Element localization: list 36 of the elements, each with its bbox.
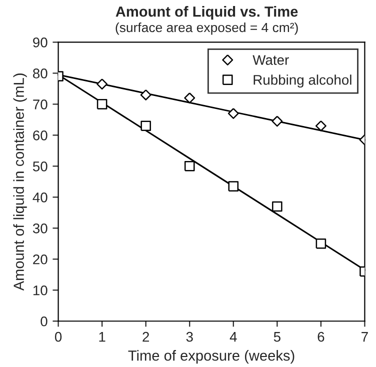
x-tick-label: 5 <box>274 332 280 342</box>
y-tick-label: 90 <box>33 38 48 48</box>
point <box>272 201 282 212</box>
y-tick-label: 50 <box>32 162 48 172</box>
y-axis-title: Amount of liquid in container (mL) <box>13 74 27 291</box>
point <box>228 181 239 192</box>
x-tick-label: 4 <box>230 332 237 342</box>
y-tick-label: 80 <box>33 68 48 78</box>
legend-label: Water <box>252 55 289 65</box>
y-tick-label: 70 <box>33 100 48 110</box>
point <box>272 116 283 127</box>
point <box>140 120 151 132</box>
y-tick-label: 10 <box>33 285 48 296</box>
point <box>228 108 239 119</box>
y-tick-label: 30 <box>32 223 48 234</box>
x-axis-title: Time of exposure (weeks) <box>128 350 294 364</box>
point <box>316 238 326 249</box>
point <box>315 120 326 132</box>
point <box>96 99 108 110</box>
legend-label: Rubbing alcohol <box>254 74 352 88</box>
x-tick-label: 6 <box>318 332 324 342</box>
x-tick-label: 7 <box>362 332 368 342</box>
point <box>184 161 195 172</box>
y-tick-label: 0 <box>40 316 48 326</box>
x-tick-label: 3 <box>186 332 193 342</box>
y-tick-label: 60 <box>33 130 48 140</box>
x-tick-label: 2 <box>142 332 149 342</box>
x-tick-label: 0 <box>54 332 62 342</box>
point <box>140 89 152 100</box>
point <box>96 78 108 90</box>
x-tick-label: 1 <box>99 332 106 342</box>
y-tick-label: 20 <box>33 254 48 264</box>
chart-subtitle: (surface area exposed = 4 cm²) <box>116 22 298 35</box>
chart-title: Amount of Liquid vs. Time <box>116 6 298 20</box>
point <box>184 92 196 104</box>
y-tick-label: 40 <box>32 192 48 202</box>
